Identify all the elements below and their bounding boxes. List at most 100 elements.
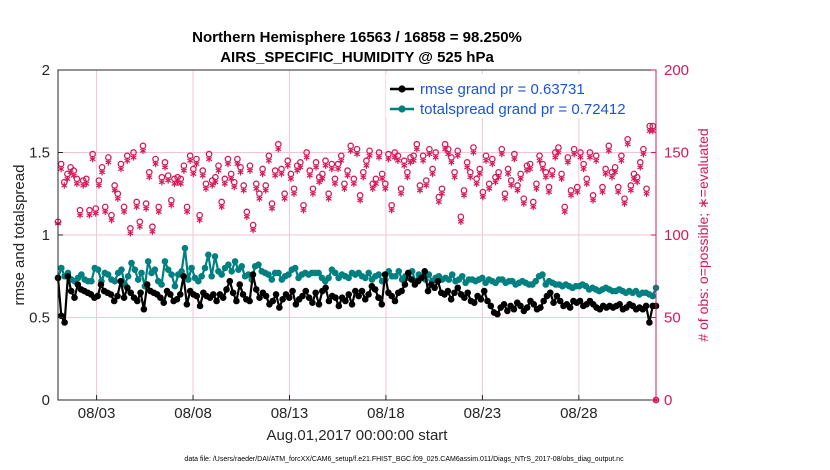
obs-evaluated-marker <box>215 167 222 174</box>
totalspread-point <box>144 258 152 265</box>
obs-evaluated-marker <box>391 154 398 161</box>
rmse-point <box>246 297 253 305</box>
obs-evaluated-stroke <box>253 186 260 191</box>
obs-evaluated-stroke <box>73 181 80 186</box>
obs-evaluated-marker <box>64 175 71 183</box>
obs-evaluated-marker <box>404 174 411 181</box>
obs-evaluated-stroke <box>234 161 241 167</box>
obs-evaluated-stroke <box>476 171 483 177</box>
obs-evaluated-stroke <box>564 160 571 165</box>
legend-spread-marker <box>398 105 406 113</box>
obs-evaluated-stroke <box>451 175 458 180</box>
obs-evaluated-marker <box>479 193 486 201</box>
obs-evaluated-marker <box>593 157 600 164</box>
obs-evaluated-stroke <box>372 181 379 186</box>
obs-evaluated-stroke <box>504 171 512 177</box>
obs-evaluated-marker <box>599 188 606 196</box>
rmse-point <box>302 287 310 295</box>
obs-evaluated-stroke <box>80 183 87 188</box>
tick-label-right: 0 <box>664 392 672 409</box>
obs-evaluated-stroke <box>520 201 527 206</box>
totalspread-point <box>104 271 112 278</box>
obs-evaluated-stroke <box>501 196 509 201</box>
obs-evaluated-marker <box>533 185 540 193</box>
obs-evaluated-stroke <box>586 155 593 160</box>
obs-evaluated-marker <box>476 170 483 178</box>
obs-evaluated-stroke <box>577 155 584 160</box>
rmse-point <box>124 284 131 292</box>
rmse-point <box>335 302 343 310</box>
obs-evaluated-stroke <box>287 176 294 182</box>
obs-evaluated-stroke <box>121 209 128 215</box>
obs-evaluated-marker <box>190 170 197 178</box>
obs-evaluated-marker <box>460 192 468 199</box>
totalspread-point <box>285 271 292 278</box>
obs-evaluated-marker <box>124 157 131 164</box>
obs-evaluated-marker <box>574 188 581 196</box>
rmse-point <box>371 286 379 293</box>
obs-evaluated-stroke <box>643 191 650 196</box>
totalspread-point <box>205 251 212 259</box>
rmse-point <box>71 294 78 302</box>
obs-evaluated-marker <box>357 197 364 204</box>
rmse-point <box>107 291 115 298</box>
obs-evaluated-stroke <box>627 188 634 193</box>
obs-evaluated-marker <box>442 145 449 153</box>
rmse-point <box>137 289 144 297</box>
obs-evaluated-stroke <box>460 193 468 198</box>
totalspread-point <box>134 276 142 283</box>
obs-evaluated-marker <box>265 157 272 164</box>
totalspread-point <box>198 272 205 280</box>
totalspread-point <box>88 277 95 285</box>
obs-evaluated-stroke <box>268 206 276 211</box>
obs-evaluated-marker <box>155 208 162 216</box>
rmse-point <box>262 292 270 300</box>
tick-label-right: 50 <box>664 310 681 327</box>
obs-evaluated-marker <box>338 157 345 164</box>
obs-evaluated-stroke <box>70 173 77 178</box>
obs-evaluated-stroke <box>319 176 326 182</box>
obs-evaluated-stroke <box>325 196 332 201</box>
obs-evaluated-stroke <box>152 161 159 167</box>
obs-evaluated-marker <box>552 154 559 161</box>
rmse-point <box>193 292 201 300</box>
obs-evaluated-marker <box>187 157 194 164</box>
obs-evaluated-stroke <box>423 183 430 188</box>
totalspread-point <box>448 271 456 278</box>
rmse-point <box>361 296 369 303</box>
obs-evaluated-stroke <box>290 191 298 196</box>
rmse-point <box>140 305 148 313</box>
obs-evaluated-marker <box>379 175 386 183</box>
tick-label-x: 08/03 <box>78 405 116 422</box>
obs-evaluated-stroke <box>574 189 581 195</box>
obs-evaluated-marker <box>432 154 439 161</box>
totalspread-point <box>118 266 125 273</box>
obs-evaluated-stroke <box>89 156 96 162</box>
obs-evaluated-marker <box>316 178 323 186</box>
obs-evaluated-marker <box>627 187 634 194</box>
rmse-point <box>67 287 75 295</box>
rmse-point <box>424 287 432 295</box>
rmse-point <box>616 301 623 308</box>
rmse-point <box>97 281 105 288</box>
rmse-point <box>143 281 151 288</box>
obs-evaluated-marker <box>341 185 348 193</box>
totalspread-point <box>238 263 246 270</box>
totalspread-point <box>245 271 252 278</box>
rmse-point <box>550 299 557 306</box>
obs-evaluated-marker <box>165 177 172 184</box>
obs-evaluated-stroke <box>350 181 357 186</box>
rmse-point <box>272 291 280 298</box>
obs-evaluated-stroke <box>511 156 518 162</box>
tick-label-x: 08/08 <box>174 405 212 422</box>
obs-evaluated-marker <box>253 185 260 193</box>
obs-evaluated-marker <box>102 208 109 216</box>
obs-evaluated-marker <box>111 187 118 194</box>
obs-evaluated-stroke <box>243 214 250 219</box>
totalspread-point <box>158 281 165 288</box>
obs-evaluated-marker <box>536 157 543 164</box>
obs-evaluated-marker <box>464 164 471 171</box>
obs-evaluated-marker <box>347 147 354 155</box>
obs-evaluated-marker <box>231 183 238 191</box>
obs-evaluated-stroke <box>155 209 162 215</box>
